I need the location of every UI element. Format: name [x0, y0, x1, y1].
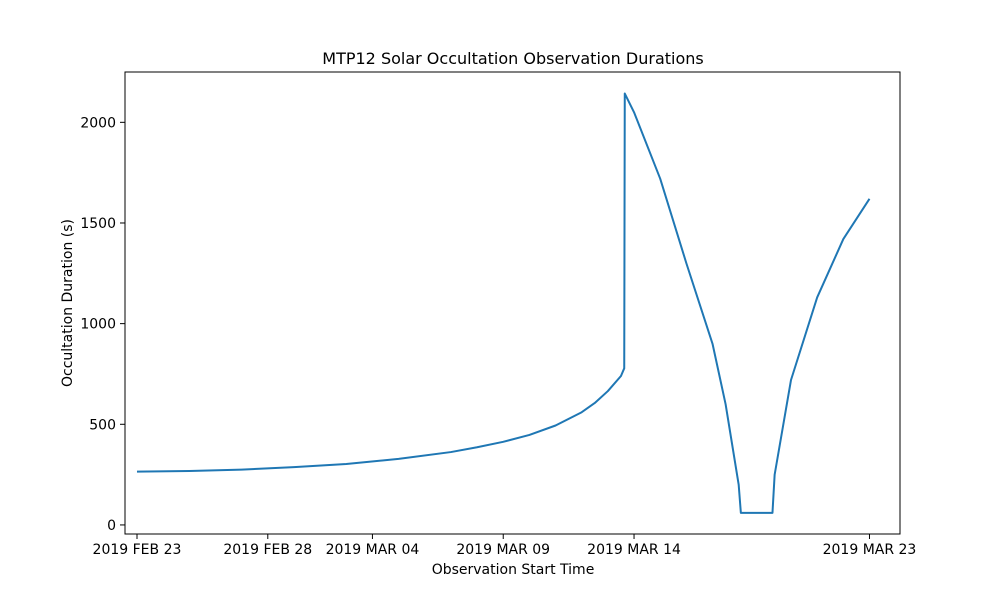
y-tick-label: 2000	[80, 115, 116, 131]
y-tick-label: 0	[107, 518, 116, 534]
x-axis-label: Observation Start Time	[432, 562, 595, 578]
x-tick-label: 2019 MAR 04	[326, 542, 420, 558]
series-line	[136, 92, 871, 514]
x-tick-label: 2019 MAR 23	[823, 542, 917, 558]
x-tick-label: 2019 MAR 14	[587, 542, 681, 558]
y-tick-label: 500	[89, 417, 116, 433]
series-layer	[136, 92, 871, 514]
x-tick-label: 2019 FEB 23	[93, 542, 182, 558]
x-tick-label: 2019 MAR 09	[456, 542, 550, 558]
plot-frame	[124, 71, 901, 535]
y-tick-label: 1500	[80, 216, 116, 232]
y-tick-label: 1000	[80, 317, 116, 333]
x-tick-label: 2019 FEB 28	[223, 542, 312, 558]
y-axis: 0 500 1000 1500 2000	[80, 115, 125, 534]
y-axis-label: Occultation Duration (s)	[60, 219, 76, 387]
x-axis: 2019 FEB 23 2019 FEB 28 2019 MAR 04 2019 MA…	[93, 534, 917, 558]
chart-title: MTP12 Solar Occultation Observation Dura…	[322, 49, 703, 68]
